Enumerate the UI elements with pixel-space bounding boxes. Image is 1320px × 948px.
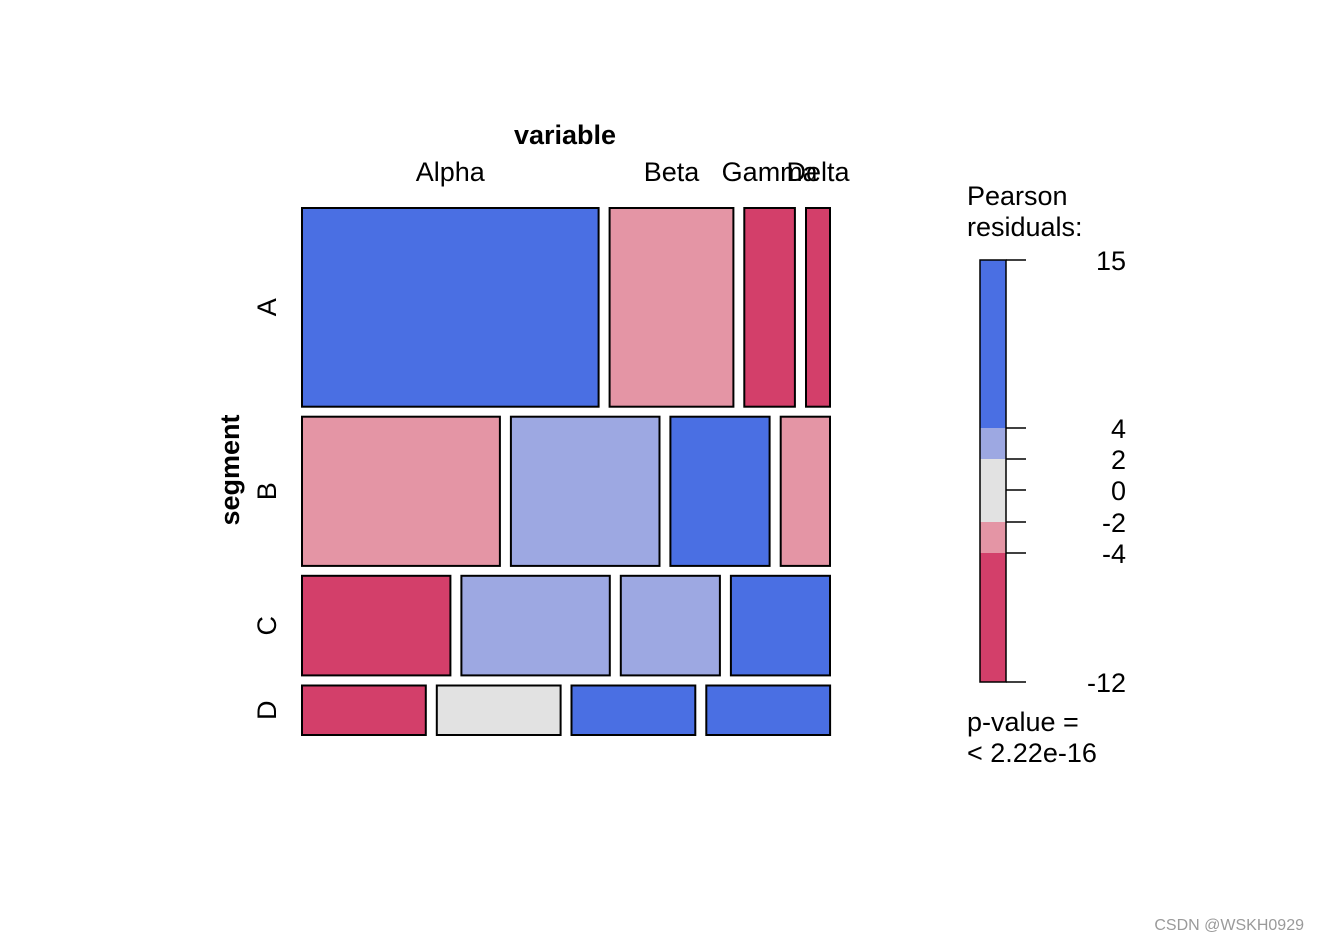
column-label-delta: Delta <box>786 157 850 187</box>
row-label-a: A <box>252 298 282 316</box>
legend-tick-label-3: 0 <box>1111 476 1126 506</box>
mosaic-cell-A-Gamma <box>743 207 796 408</box>
x-axis-title: variable <box>514 120 616 150</box>
legend-title-line2: residuals: <box>967 212 1083 242</box>
legend-tick-label-6: -12 <box>1087 668 1126 698</box>
mosaic-cell-A-Delta <box>805 207 831 408</box>
row-labels: A B C D <box>252 298 282 720</box>
legend-tick-label-2: 2 <box>1111 445 1126 475</box>
row-label-b: B <box>252 482 282 500</box>
mosaic-cell-A-Beta <box>608 207 735 408</box>
mosaic-cell-D-Gamma <box>570 684 697 736</box>
mosaic-cell-B-Gamma <box>669 415 771 567</box>
column-label-alpha: Alpha <box>416 157 486 187</box>
mosaic-cell-C-Beta <box>460 574 611 677</box>
row-label-c: C <box>252 616 282 636</box>
legend-tick-label-0: 15 <box>1096 246 1126 276</box>
legend-band-4 <box>980 553 1006 682</box>
column-label-beta: Beta <box>644 157 701 187</box>
mosaic-cell-B-Delta <box>779 415 832 567</box>
mosaic-cell-C-Gamma <box>619 574 721 677</box>
y-axis-title: segment <box>215 414 245 525</box>
residual-color-legend: 15 420-2-4 -12 <box>979 246 1126 698</box>
mosaic-cell-D-Beta <box>435 684 562 736</box>
row-label-d: D <box>252 700 282 720</box>
mosaic-cells <box>301 207 832 736</box>
mosaic-cell-C-Delta <box>729 574 832 677</box>
legend-bar-outline <box>979 259 1007 683</box>
legend-tick-label-5: -4 <box>1102 539 1126 569</box>
legend-tick-label-4: -2 <box>1102 508 1126 538</box>
p-value-line1: p-value = <box>967 707 1079 737</box>
mosaic-cell-A-Alpha <box>301 207 600 408</box>
legend-band-0 <box>980 260 1006 428</box>
legend-band-2 <box>980 459 1006 522</box>
column-label-gamma: Gamma <box>722 157 819 187</box>
legend-tick-label-1: 4 <box>1111 414 1126 444</box>
mosaic-cell-D-Delta <box>705 684 832 736</box>
mosaic-cell-C-Alpha <box>301 574 452 677</box>
watermark: CSDN @WSKH0929 <box>1154 917 1304 934</box>
legend-band-3 <box>980 522 1006 553</box>
mosaic-cell-D-Alpha <box>301 684 427 736</box>
p-value-line2: < 2.22e-16 <box>967 738 1097 768</box>
mosaic-cell-B-Alpha <box>301 415 501 567</box>
legend-title-line1: Pearson <box>967 181 1068 211</box>
mosaic-cell-B-Beta <box>509 415 661 567</box>
legend-band-1 <box>980 428 1006 459</box>
